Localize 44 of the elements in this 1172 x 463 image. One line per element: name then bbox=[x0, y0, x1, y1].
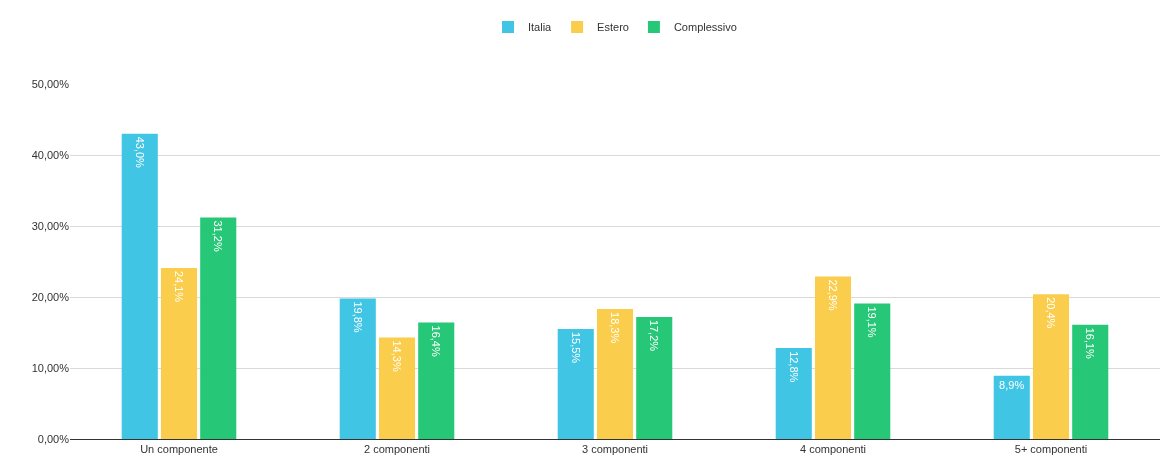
data-label: 43,0% bbox=[133, 136, 146, 169]
bar bbox=[378, 337, 416, 439]
y-tick-label: 10,00% bbox=[31, 361, 70, 374]
data-label: 17,2% bbox=[648, 319, 661, 352]
y-tick-label: 50,00% bbox=[31, 77, 70, 90]
bar bbox=[418, 322, 455, 439]
bar bbox=[200, 217, 237, 439]
data-label: 19,8% bbox=[351, 301, 364, 333]
bar bbox=[339, 298, 376, 439]
x-tick-label: 5+ componenti bbox=[1014, 443, 1088, 456]
bar bbox=[121, 133, 158, 439]
x-tick-label: Un componente bbox=[140, 443, 218, 456]
legend-label: Complessivo bbox=[673, 21, 737, 34]
data-label: 22,9% bbox=[827, 279, 839, 311]
y-tick-label: 30,00% bbox=[31, 219, 70, 232]
data-label: 14,3% bbox=[391, 340, 403, 372]
data-label: 16,1% bbox=[1084, 327, 1097, 360]
bar bbox=[854, 303, 891, 439]
bar bbox=[993, 375, 1030, 439]
data-label: 16,4% bbox=[430, 325, 443, 357]
bar bbox=[160, 267, 198, 439]
data-label: 12,8% bbox=[787, 351, 800, 383]
bar bbox=[1032, 294, 1070, 439]
bar bbox=[557, 328, 594, 439]
bar bbox=[636, 316, 673, 439]
x-tick-label: 3 componenti bbox=[581, 443, 649, 456]
legend-label: Italia bbox=[528, 21, 553, 34]
bar bbox=[775, 348, 812, 439]
data-label: 8,9% bbox=[999, 378, 1025, 391]
bar bbox=[596, 309, 634, 439]
data-label: 19,1% bbox=[866, 306, 879, 338]
data-label: 18,3% bbox=[609, 312, 621, 344]
x-tick-label: 2 componenti bbox=[363, 443, 431, 456]
y-tick-label: 0,00% bbox=[37, 432, 70, 445]
data-label: 15,5% bbox=[569, 331, 582, 364]
data-label: 31,2% bbox=[212, 220, 225, 252]
data-label: 24,1% bbox=[173, 270, 185, 303]
data-label: 20,4% bbox=[1045, 297, 1057, 329]
x-tick-label: 4 componenti bbox=[799, 443, 867, 456]
bar bbox=[1072, 324, 1109, 439]
y-tick-label: 20,00% bbox=[31, 290, 70, 303]
bar bbox=[814, 276, 852, 439]
legend-label: Estero bbox=[597, 21, 629, 34]
y-tick-label: 40,00% bbox=[31, 148, 70, 161]
